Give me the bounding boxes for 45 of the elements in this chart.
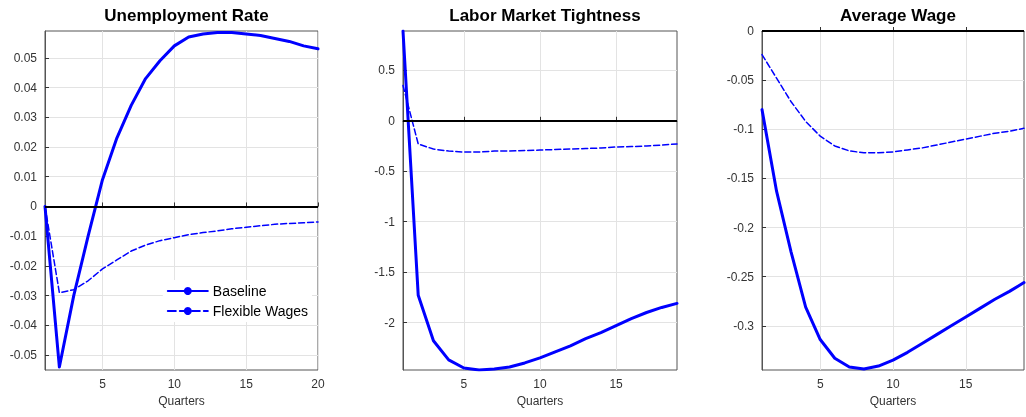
x-tick-label: 5: [99, 377, 107, 391]
x-tick-label: 10: [533, 377, 547, 391]
y-tick-label: 0.04: [13, 80, 38, 95]
y-tick-label: -2: [384, 315, 396, 330]
line-series: [760, 108, 1026, 371]
x-axis-title: Quarters: [869, 393, 917, 408]
x-tick-label: 20: [311, 377, 325, 391]
x-tick-label: 15: [609, 377, 624, 391]
x-tick-label: 10: [167, 377, 182, 391]
line-series: [401, 29, 679, 372]
x-tick-label: 10: [886, 377, 900, 391]
x-tick-label: 15: [959, 377, 973, 391]
legend-label: Baseline: [212, 283, 267, 299]
x-tick-label: 5: [460, 377, 468, 391]
y-tick-label: -0.3: [733, 318, 755, 333]
y-tick-label: -1.5: [374, 265, 396, 280]
y-tick-label: 0: [747, 24, 755, 38]
y-tick-label: -0.5: [374, 164, 396, 179]
y-tick-label: -0.02: [9, 258, 38, 273]
y-tick-label: -0.05: [9, 348, 38, 363]
chart-title: Unemployment Rate: [104, 6, 269, 25]
y-tick-label: -0.04: [9, 318, 38, 333]
x-tick-label: 15: [239, 377, 254, 391]
y-tick-label: 0.03: [13, 110, 38, 125]
x-axis-title: Quarters: [516, 393, 564, 408]
y-tick-label: -1: [384, 214, 396, 229]
y-tick-label: 0: [30, 199, 38, 214]
y-tick-label: -0.25: [726, 269, 755, 284]
y-tick-label: -0.05: [726, 73, 755, 88]
chart-title: Average Wage: [840, 6, 956, 25]
y-tick-label: 0.01: [13, 169, 38, 184]
y-tick-label: -0.2: [733, 220, 755, 235]
line-series: [761, 53, 1025, 154]
y-tick-label: -0.03: [9, 288, 38, 303]
y-tick-label: -0.01: [9, 229, 38, 244]
y-tick-label: -0.1: [733, 122, 755, 137]
y-tick-label: 0.5: [378, 63, 396, 78]
x-tick-label: 5: [816, 377, 824, 391]
chart-title: Labor Market Tightness: [449, 6, 641, 25]
y-tick-label: 0.05: [13, 50, 38, 65]
y-tick-label: -0.15: [726, 171, 755, 186]
y-tick-label: 0: [388, 113, 396, 128]
x-axis-title: Quarters: [158, 393, 205, 408]
y-tick-label: 0.02: [13, 139, 38, 154]
legend-label: Flexible Wages: [212, 303, 308, 319]
